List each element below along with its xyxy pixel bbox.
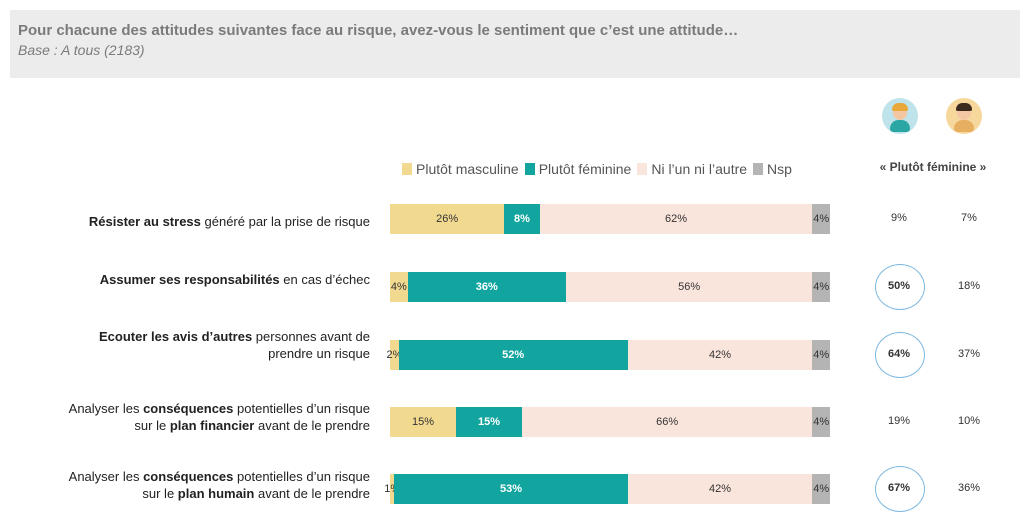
legend-label: Plutôt masculine <box>416 161 519 177</box>
data-label: 4% <box>813 349 830 361</box>
data-label: 52% <box>502 349 525 361</box>
boy-avatar-icon <box>882 98 918 134</box>
data-label: 26% <box>436 213 459 225</box>
legend-label: Plutôt féminine <box>538 161 632 177</box>
segment-neither: 66% <box>522 407 813 437</box>
girls-feminine-value: 7% <box>961 212 977 224</box>
girls-feminine-value: 10% <box>957 415 981 427</box>
segment-nsp: 4% <box>812 204 830 234</box>
legend-item-feminine: Plutôt féminine <box>524 161 632 177</box>
legend-swatch <box>753 163 764 175</box>
data-label: 42% <box>708 349 731 361</box>
legend-label: Ni l’un ni l’autre <box>651 161 748 177</box>
legend-swatch <box>524 163 535 175</box>
segment-masculine: 4% <box>390 272 408 302</box>
highlight-circle <box>875 264 925 310</box>
legend-swatch <box>402 163 412 175</box>
girls-feminine-value: 36% <box>957 482 981 494</box>
row-label-stress: Résister au stress généré par la prise d… <box>88 214 370 229</box>
segment-masculine: 15% <box>390 407 456 437</box>
segment-nsp: 4% <box>812 340 830 370</box>
boys-feminine-value: 64% <box>887 348 911 360</box>
segment-feminine: 15% <box>456 407 522 437</box>
boys-feminine-value: 67% <box>887 482 911 494</box>
row-label-financier: Analyser les conséquences potentielles d… <box>68 401 370 433</box>
data-label: 56% <box>678 281 701 293</box>
row-label-humain: Analyser les conséquences potentielles d… <box>68 469 370 501</box>
data-label: 36% <box>475 281 498 293</box>
segment-masculine: 2% <box>386 340 402 370</box>
data-label: 8% <box>514 213 530 225</box>
row-label-avis: Ecouter les avis d’autres personnes avan… <box>99 329 370 361</box>
data-label: 4% <box>813 483 830 495</box>
girls-feminine-value: 37% <box>957 348 981 360</box>
plutot-feminine-column-header: « Plutôt féminine » <box>879 160 987 174</box>
segment-neither: 62% <box>539 204 813 234</box>
legend-label: Nsp <box>767 161 792 177</box>
boys-feminine-value: 19% <box>887 415 911 427</box>
row-label-responsabilites: Assumer ses responsabilités en cas d’éch… <box>99 272 370 287</box>
girls-feminine-value: 18% <box>957 280 981 292</box>
chart-legend: Plutôt masculine Plutôt féminine Ni l’un… <box>402 160 798 178</box>
boys-feminine-value: 50% <box>887 280 911 292</box>
highlight-circle <box>875 466 925 512</box>
data-label: 4% <box>813 281 830 293</box>
data-label: 15% <box>411 416 435 428</box>
data-label: 4% <box>813 416 830 428</box>
segment-feminine: 8% <box>504 204 540 234</box>
segment-neither: 56% <box>566 272 813 302</box>
question-base: Base : A tous (2183) <box>18 42 145 58</box>
question-header: Pour chacune des attitudes suivantes fac… <box>10 10 1020 78</box>
data-label: 42% <box>708 483 731 495</box>
legend-item-masculine: Plutôt masculine <box>402 161 519 177</box>
segment-neither: 42% <box>627 474 813 504</box>
segment-masculine: 26% <box>390 204 505 234</box>
data-label: 53% <box>499 483 522 495</box>
data-label: 4% <box>813 213 830 225</box>
segment-nsp: 4% <box>812 407 830 437</box>
question-title: Pour chacune des attitudes suivantes fac… <box>18 22 739 39</box>
segment-nsp: 4% <box>812 474 830 504</box>
segment-feminine: 36% <box>407 272 566 302</box>
highlight-circle <box>875 332 925 378</box>
boys-feminine-value: 9% <box>891 212 907 224</box>
legend-item-neither: Ni l’un ni l’autre <box>637 161 747 177</box>
data-label: 15% <box>477 416 501 428</box>
data-label: 2% <box>386 349 403 361</box>
data-label: 62% <box>664 213 687 225</box>
segment-feminine: 52% <box>398 340 628 370</box>
segment-neither: 42% <box>627 340 813 370</box>
data-label: 4% <box>390 281 407 293</box>
girl-avatar-icon <box>946 98 982 134</box>
segment-nsp: 4% <box>812 272 830 302</box>
legend-item-nsp: Nsp <box>753 161 792 177</box>
data-label: 66% <box>656 416 679 428</box>
segment-feminine: 53% <box>394 474 628 504</box>
legend-swatch <box>637 163 648 175</box>
